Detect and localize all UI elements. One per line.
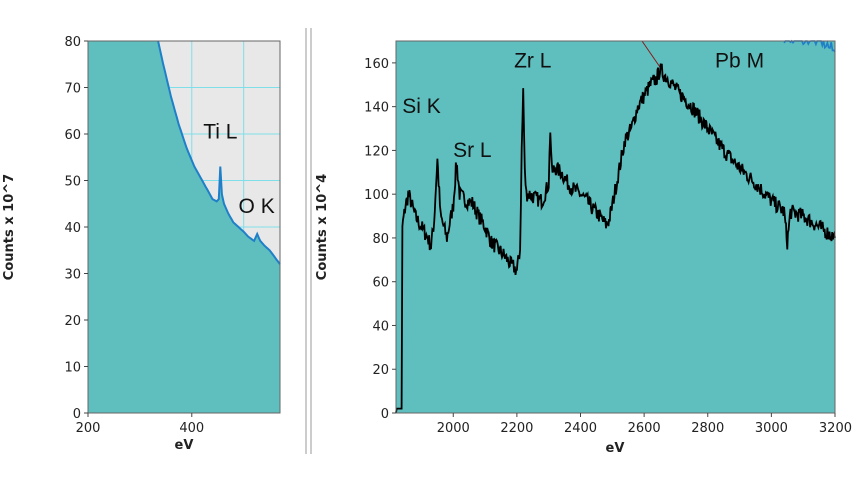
- left-x-tick-label-400: 400: [179, 421, 204, 436]
- left-y-tick-label-60: 60: [64, 128, 81, 143]
- right-peak-labels: Si K Sr L Zr L Pb M: [402, 49, 764, 162]
- right-spectrum-line: [395, 63, 836, 414]
- left-y-tick-label-70: 70: [64, 82, 81, 97]
- left-y-tick-label-40: 40: [64, 221, 81, 236]
- panel-divider: [305, 28, 312, 454]
- right-x-tick-label-2000: 2000: [437, 421, 470, 436]
- right-x-tick-label-2400: 2400: [564, 421, 597, 436]
- peak-marker-line: [641, 40, 663, 71]
- left-x-axis-title: eV: [175, 438, 194, 453]
- right-y-tick-label-160: 160: [364, 57, 389, 72]
- left-y-tick-label-20: 20: [64, 314, 81, 329]
- left-chart: 0 10 20 30 40 50 60 70 80 200 400 Ti L O K eV Coun…: [2, 35, 281, 453]
- right-x-tick-label-3000: 3000: [755, 421, 788, 436]
- right-peak-label-2: Zr L: [514, 49, 551, 72]
- left-peak-label-1: O K: [239, 195, 275, 218]
- right-y-tick-label-80: 80: [372, 232, 389, 247]
- right-y-tick-label-60: 60: [372, 276, 389, 291]
- left-y-axis: 0 10 20 30 40 50 60 70 80: [64, 35, 88, 422]
- right-peak-label-1: Sr L: [453, 139, 492, 162]
- right-x-tick-label-2800: 2800: [691, 421, 724, 436]
- right-y-tick-label-20: 20: [372, 363, 389, 378]
- right-peak-label-0: Si K: [402, 95, 441, 118]
- right-plot-background: [396, 41, 835, 413]
- right-x-tick-label-2600: 2600: [628, 421, 661, 436]
- right-y-axis: 0 20 40 60 80 100 120 140 160: [364, 57, 396, 422]
- right-x-axis-title: eV: [606, 441, 625, 456]
- left-peak-label-0: Ti L: [203, 121, 237, 144]
- left-y-tick-label-80: 80: [64, 35, 81, 50]
- right-peak-label-3: Pb M: [715, 49, 764, 72]
- left-y-tick-label-10: 10: [64, 361, 81, 376]
- left-x-tick-label-200: 200: [76, 421, 101, 436]
- left-spectrum-area: [88, 41, 280, 413]
- right-chart: 0 20 40 60 80 100 120 140 160 2000 2200 2400 2600 28…: [315, 39, 852, 456]
- left-y-tick-label-30: 30: [64, 268, 81, 283]
- right-y-tick-label-120: 120: [364, 144, 389, 159]
- left-spectrum-line: [157, 40, 281, 265]
- right-y-axis-title: Counts x 10^4: [315, 174, 330, 280]
- right-y-tick-label-100: 100: [364, 188, 389, 203]
- right-x-tick-label-3200: 3200: [819, 421, 852, 436]
- left-y-tick-label-50: 50: [64, 175, 81, 190]
- right-spectrum-line-secondary: [783, 39, 836, 53]
- left-y-tick-label-0: 0: [73, 407, 81, 422]
- right-x-tick-label-2200: 2200: [500, 421, 533, 436]
- right-y-tick-label-140: 140: [364, 101, 389, 116]
- right-y-tick-label-0: 0: [381, 407, 389, 422]
- right-x-axis: 2000 2200 2400 2600 2800 3000 3200: [437, 413, 852, 436]
- right-y-tick-label-40: 40: [372, 319, 389, 334]
- left-x-axis: 200 400: [76, 413, 204, 436]
- right-plot-frame: [395, 40, 836, 414]
- left-y-axis-title: Counts x 10^7: [2, 174, 17, 280]
- left-peak-labels: Ti L O K: [203, 121, 275, 218]
